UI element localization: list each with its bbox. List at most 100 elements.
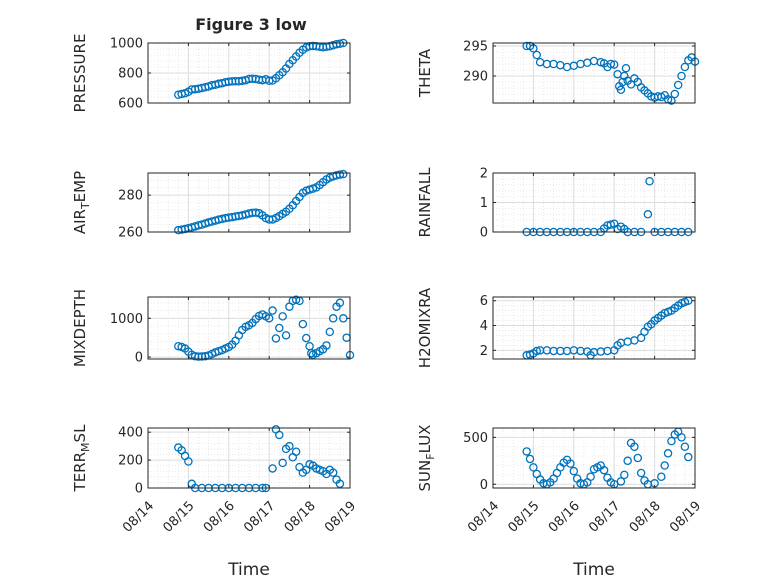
data-point xyxy=(271,334,281,343)
y-axis-label: SUNFLUX xyxy=(416,425,437,492)
panel-theta: 290 295 THETA xyxy=(416,40,700,105)
data-point xyxy=(335,298,345,308)
data-point xyxy=(278,458,287,468)
data-point xyxy=(606,59,616,69)
panel-pressure: 600 800 1000 PRESSURE xyxy=(71,34,351,113)
data-point xyxy=(278,312,287,321)
series-points xyxy=(174,295,355,361)
x-axis-label: Time xyxy=(572,560,615,580)
data-point xyxy=(522,447,531,456)
data-point xyxy=(680,442,690,451)
y-tick-label: 4 xyxy=(480,319,488,334)
data-point xyxy=(633,453,643,463)
data-point xyxy=(264,314,274,323)
data-point xyxy=(328,468,338,477)
y-tick-label: 0 xyxy=(135,482,143,497)
y-tick-label: 500 xyxy=(463,431,488,446)
series-points xyxy=(522,427,693,489)
series-points xyxy=(522,41,700,105)
panel-h2omixra: 2 4 6 H2OMIXRA xyxy=(416,287,696,368)
data-point xyxy=(325,327,335,337)
axes-box xyxy=(147,172,351,233)
data-point xyxy=(670,89,680,99)
data-point xyxy=(616,85,626,95)
data-point xyxy=(667,96,676,105)
data-point xyxy=(532,50,542,60)
data-point xyxy=(636,468,646,478)
data-point xyxy=(291,447,301,456)
x-axis-label: Time xyxy=(227,560,270,580)
panel-rainfall: 0 1 2 RAINFALL xyxy=(416,167,696,241)
data-point xyxy=(677,433,686,442)
data-point xyxy=(335,170,345,179)
data-point xyxy=(307,348,316,358)
data-point xyxy=(335,39,345,49)
data-point xyxy=(673,80,683,90)
data-point xyxy=(680,62,690,72)
axes-box xyxy=(147,296,351,360)
data-point xyxy=(677,71,686,81)
y-tick-label: 1000 xyxy=(110,37,143,52)
data-point xyxy=(532,346,542,356)
y-tick-label: 6 xyxy=(480,294,488,309)
y-tick-label: 800 xyxy=(118,67,143,82)
data-point xyxy=(618,77,627,87)
y-tick-label: 290 xyxy=(463,70,488,85)
data-point xyxy=(566,459,575,468)
data-point xyxy=(586,472,595,481)
axes-box xyxy=(492,296,696,360)
data-point xyxy=(268,464,277,473)
data-point xyxy=(657,472,666,481)
grid xyxy=(493,43,695,103)
data-point xyxy=(339,169,348,179)
y-axis-label: TERRMSL xyxy=(71,424,92,493)
y-axis-label: AIRTEMP xyxy=(71,171,92,234)
y-tick-label: 600 xyxy=(118,97,143,112)
data-point xyxy=(328,314,338,323)
data-point xyxy=(569,466,579,476)
data-point xyxy=(660,461,669,470)
axes-box xyxy=(492,42,696,104)
axes-box xyxy=(147,427,351,489)
data-point xyxy=(621,63,631,73)
data-point xyxy=(275,323,284,333)
y-axis-label: PRESSURE xyxy=(71,34,89,113)
series-points xyxy=(174,38,348,100)
data-point xyxy=(643,210,653,219)
y-tick-label: 260 xyxy=(118,226,143,241)
data-point xyxy=(322,341,331,350)
y-axis-label: MIXDEPTH xyxy=(71,289,89,367)
y-tick-label: 0 xyxy=(480,226,488,241)
data-point xyxy=(339,314,348,323)
data-point xyxy=(335,479,345,489)
panel-mixdepth: 0 1000 MIXDEPTH xyxy=(71,289,355,367)
y-tick-label: 295 xyxy=(463,40,488,55)
y-tick-label: 200 xyxy=(118,454,143,469)
series-points xyxy=(522,296,693,360)
data-point xyxy=(636,333,646,343)
data-point xyxy=(630,442,639,451)
data-point xyxy=(285,441,294,451)
y-tick-label: 0 xyxy=(480,478,488,493)
data-point xyxy=(268,306,277,315)
data-point xyxy=(599,465,609,475)
data-point xyxy=(275,430,284,440)
data-point xyxy=(667,436,676,446)
data-point xyxy=(301,333,311,343)
data-point xyxy=(645,177,654,186)
data-point xyxy=(663,449,673,458)
y-tick-label: 1000 xyxy=(110,312,143,327)
y-axis-label: H2OMIXRA xyxy=(416,287,434,368)
data-point xyxy=(281,331,291,340)
data-point xyxy=(525,454,535,464)
figure-title: Figure 3 low xyxy=(195,15,307,34)
grid xyxy=(493,173,695,232)
grid xyxy=(148,428,350,488)
axes-box xyxy=(492,427,696,489)
data-point xyxy=(623,456,632,466)
y-axis-label: THETA xyxy=(416,48,434,98)
data-point xyxy=(184,457,193,466)
data-point xyxy=(529,463,538,472)
